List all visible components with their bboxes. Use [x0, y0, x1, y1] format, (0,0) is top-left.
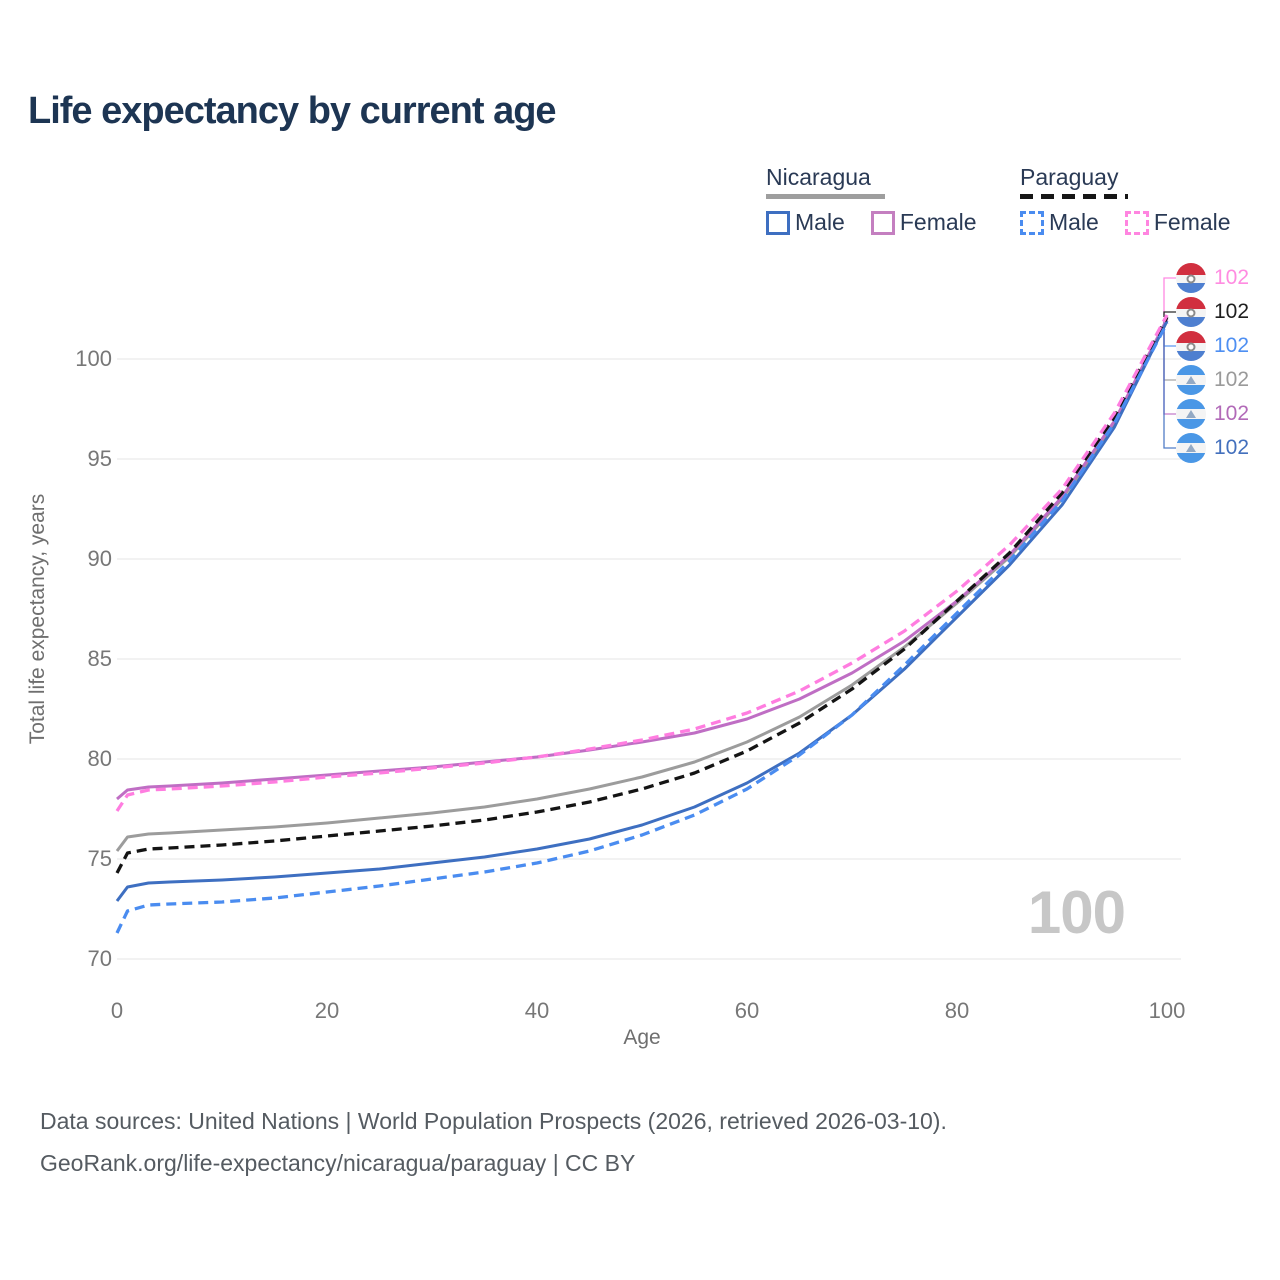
end-label-nicaragua-total: 102	[1176, 365, 1249, 395]
nicaragua-male-swatch-icon	[766, 210, 790, 235]
paraguay-male-swatch-icon	[1020, 210, 1044, 235]
end-label-nicaragua-male: 102	[1176, 433, 1249, 463]
leader-line	[1163, 321, 1176, 381]
nicaragua-flag-icon	[1176, 365, 1206, 395]
y-tick-100: 100	[75, 346, 112, 371]
end-label-paraguay-male: 102	[1176, 331, 1249, 361]
nicaragua-flag-icon	[1176, 399, 1206, 429]
legend-item-label: Male	[795, 209, 845, 235]
paraguay-flag-icon	[1176, 263, 1206, 293]
y-tick-80: 80	[87, 746, 112, 771]
age-counter-watermark: 100	[1027, 879, 1126, 946]
legend-group-paraguay: Paraguay Male Female	[1020, 164, 1231, 236]
legend-item-paraguay-male[interactable]: Male	[1020, 209, 1099, 236]
end-value: 102	[1214, 402, 1250, 425]
end-label-paraguay-total: 102	[1176, 297, 1249, 327]
paraguay-dashed-line-sample	[1020, 194, 1128, 199]
y-tick-75: 75	[87, 846, 112, 871]
legend-item-nicaragua-female[interactable]: Female	[870, 209, 977, 236]
source-url-text: GeoRank.org/life-expectancy/nicaragua/pa…	[40, 1150, 636, 1176]
legend-item-label: Female	[1153, 209, 1231, 235]
legend-item-nicaragua-male[interactable]: Male	[766, 209, 845, 236]
paraguay-female-swatch-icon	[1124, 210, 1149, 235]
legend-item-paraguay-female[interactable]: Female	[1124, 209, 1231, 236]
leader-line	[1163, 311, 1176, 317]
end-value: 102	[1214, 334, 1250, 357]
legend-country-label: Paraguay	[1020, 164, 1119, 190]
end-value: 102	[1214, 300, 1250, 323]
y-axis-title: Total life expectancy, years	[26, 493, 49, 745]
leader-line	[1163, 319, 1176, 415]
legend-group-nicaragua: Nicaragua Male Female	[766, 164, 977, 236]
x-tick-60: 60	[734, 998, 760, 1023]
x-tick-0: 0	[110, 998, 124, 1023]
x-tick-100: 100	[1148, 998, 1186, 1023]
legend-item-label: Male	[1049, 209, 1099, 235]
series-line-paraguay-male	[115, 322, 1169, 934]
legend-country-label: Nicaragua	[766, 164, 871, 190]
legend-item-label: Female	[899, 209, 977, 235]
paraguay-flag-icon	[1176, 297, 1206, 327]
end-value: 102	[1214, 368, 1250, 391]
nicaragua-flag-icon	[1176, 433, 1206, 463]
end-label-paraguay-female: 102	[1176, 263, 1249, 293]
y-tick-90: 90	[87, 546, 112, 571]
x-axis-title: Age	[623, 1026, 661, 1049]
series-line-nicaragua-male	[115, 320, 1169, 902]
end-label-nicaragua-female: 102	[1176, 399, 1249, 429]
y-tick-95: 95	[87, 446, 112, 471]
leader-line	[1163, 321, 1176, 449]
series-line-paraguay-both-sexes	[115, 316, 1169, 874]
end-value: 102	[1214, 436, 1250, 459]
x-tick-20: 20	[314, 998, 340, 1023]
paraguay-flag-icon	[1176, 331, 1206, 361]
y-tick-70: 70	[87, 946, 112, 971]
nicaragua-solid-line-sample	[766, 194, 885, 199]
nicaragua-female-swatch-icon	[870, 210, 895, 235]
y-tick-85: 85	[87, 646, 112, 671]
leader-line	[1163, 277, 1176, 315]
series-line-nicaragua-both-sexes	[115, 320, 1169, 852]
page-title: Life expectancy by current age	[28, 90, 557, 132]
end-value: 102	[1214, 266, 1250, 289]
x-tick-80: 80	[944, 998, 970, 1023]
data-sources-text: Data sources: United Nations | World Pop…	[40, 1108, 947, 1134]
series-line-paraguay-female	[115, 314, 1169, 812]
x-tick-40: 40	[524, 998, 550, 1023]
